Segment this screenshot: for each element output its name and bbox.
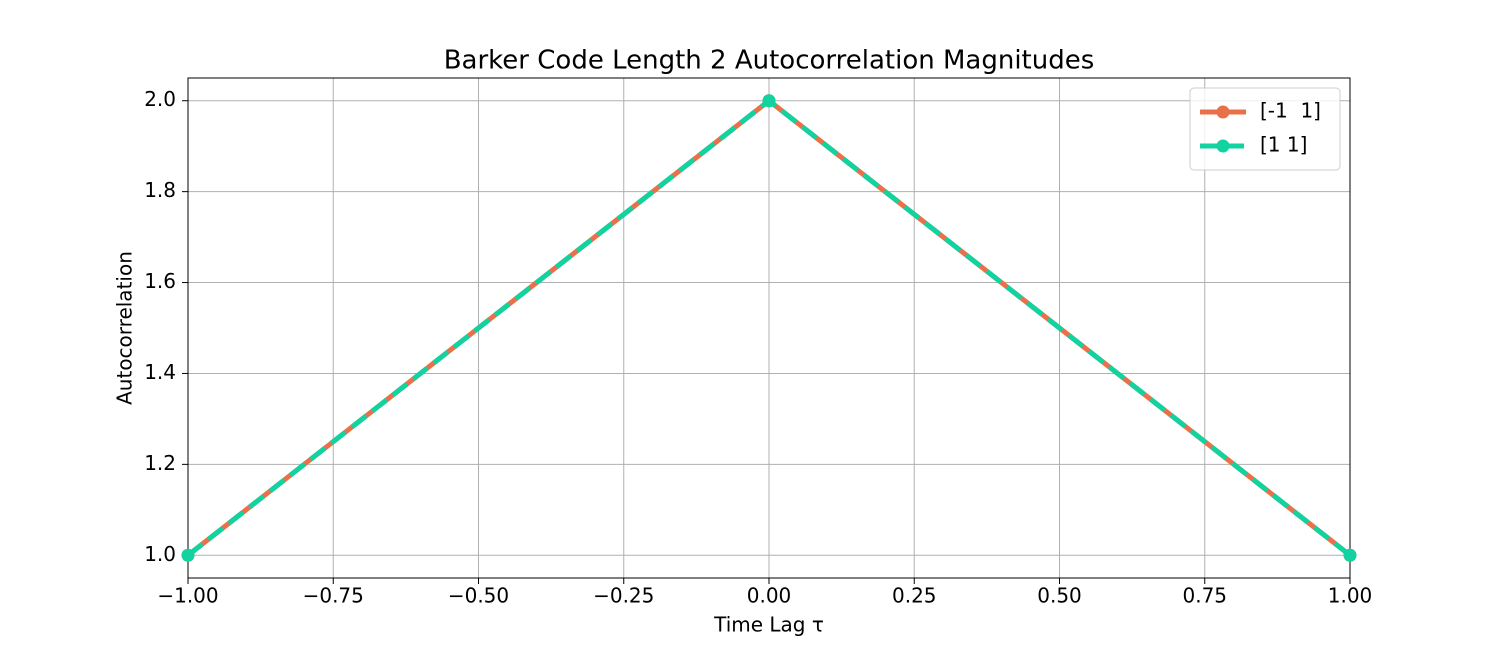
legend: [-1 1] [1 1] [1189,87,1341,171]
point [1343,548,1357,562]
legend-marker [1216,105,1230,119]
x-tick-label: −0.25 [593,584,654,608]
y-tick-label: 1.0 [144,542,176,566]
x-tick-label: 0.75 [1182,584,1227,608]
y-tick-label: 1.2 [144,451,176,475]
x-tick-label: 1.00 [1328,584,1373,608]
y-axis-label: Autocorrelation [113,251,137,405]
legend-label: [-1 1] [1260,99,1321,123]
point [181,548,195,562]
x-tick-label: −0.50 [448,584,509,608]
y-tick-label: 1.8 [144,178,176,202]
plot-frame [187,77,1351,579]
x-tick-label: 0.50 [1037,584,1082,608]
x-tick-label: −0.75 [303,584,364,608]
y-tick-label: 2.0 [144,87,176,111]
x-axis-label: Time Lag τ [713,613,824,637]
y-tick-label: 1.4 [144,360,176,384]
x-tick-label: 0.25 [892,584,937,608]
x-tick-label: 0.00 [747,584,792,608]
legend-label: [1 1] [1260,133,1307,157]
y-tick-label: 1.6 [144,269,176,293]
x-tick-label: −1.00 [157,584,218,608]
chart-title: Barker Code Length 2 Autocorrelation Mag… [444,46,1095,76]
point [762,94,776,108]
legend-marker [1216,139,1230,153]
